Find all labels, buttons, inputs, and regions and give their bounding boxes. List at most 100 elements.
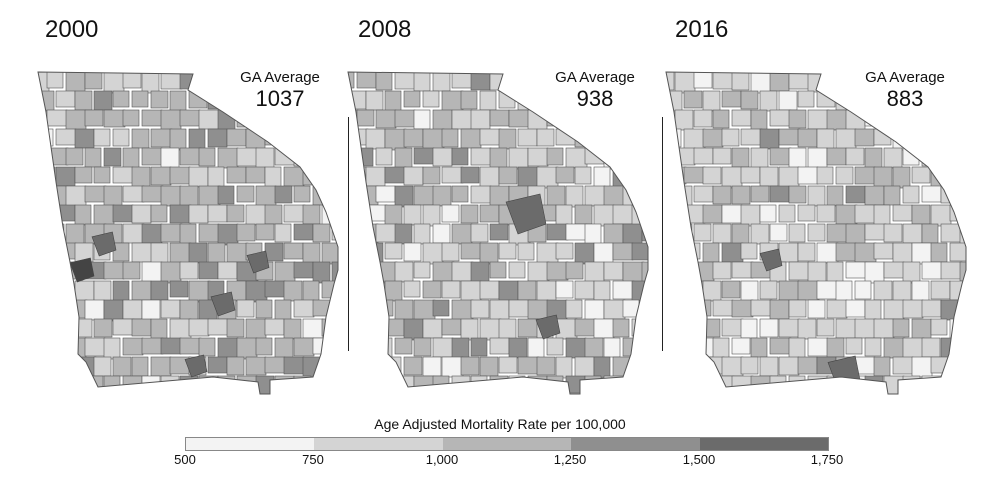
county-cell <box>921 109 941 127</box>
county-cell <box>293 375 312 394</box>
county-cell <box>38 375 45 394</box>
county-cell <box>341 357 360 378</box>
county-cell <box>593 280 611 301</box>
county-cell <box>574 128 597 148</box>
county-cell <box>546 185 566 207</box>
county-cell <box>731 223 750 245</box>
county-cell <box>188 166 209 188</box>
county-cell <box>46 147 69 166</box>
county-cell <box>565 261 584 280</box>
county-cell <box>555 356 573 379</box>
county-cell <box>84 299 105 321</box>
county-cell <box>731 109 752 127</box>
county-cell <box>788 109 807 129</box>
county-cell <box>631 242 648 261</box>
county-cell <box>403 318 424 341</box>
county-cell <box>341 281 361 298</box>
county-cell <box>103 72 125 94</box>
county-cell <box>321 242 338 265</box>
county-cell <box>835 280 853 302</box>
county-cell <box>712 72 734 90</box>
county-cell <box>131 280 152 301</box>
county-cell <box>788 337 806 359</box>
county-cell <box>641 185 648 208</box>
county-cell <box>527 109 548 132</box>
county-cell <box>341 167 361 188</box>
county-cell <box>479 166 500 188</box>
county-cell <box>470 223 489 243</box>
county-cell <box>131 90 149 108</box>
county-cell <box>198 261 219 280</box>
county-cell <box>593 242 614 264</box>
county-cell <box>883 223 903 243</box>
county-cell <box>873 280 893 301</box>
county-cell <box>593 356 611 379</box>
county-cell <box>188 318 210 337</box>
year-title-2016: 2016 <box>675 16 729 43</box>
county-cell <box>693 375 714 394</box>
county-cell <box>460 90 478 110</box>
county-cell <box>112 318 135 336</box>
county-cell <box>750 299 773 317</box>
county-cell <box>527 261 550 282</box>
county-cell <box>873 204 891 227</box>
county-cell <box>141 299 161 322</box>
county-cell <box>574 166 592 185</box>
county-cell <box>284 395 305 413</box>
county-cell <box>217 109 236 132</box>
county-cell <box>816 242 839 264</box>
county-cell <box>264 356 286 374</box>
county-cell <box>103 337 121 360</box>
county-cell <box>93 204 115 227</box>
county-cell <box>555 128 577 146</box>
county-cell <box>93 318 113 338</box>
county-cell <box>46 337 64 355</box>
county-cell <box>574 242 595 265</box>
county-cell <box>498 356 518 374</box>
county-cell <box>441 204 460 223</box>
county-cell <box>641 109 648 128</box>
county-cell <box>451 147 469 166</box>
county-cell <box>356 72 377 89</box>
county-cell <box>375 261 398 284</box>
county-cell <box>188 242 208 264</box>
county-cell <box>593 166 611 188</box>
county-cell <box>683 318 701 336</box>
county-cell <box>666 375 678 394</box>
county-cell <box>160 337 182 355</box>
county-cell <box>864 261 885 284</box>
county-cell <box>731 147 750 168</box>
county-cell <box>674 185 693 207</box>
county-cell <box>612 166 635 189</box>
county-cell <box>651 129 668 146</box>
county-cell <box>207 128 228 148</box>
county-cell <box>321 280 338 299</box>
county-cell <box>797 204 816 222</box>
county-cell <box>274 337 294 359</box>
county-cell <box>693 109 713 128</box>
county-cell <box>778 90 798 111</box>
county-cell <box>902 109 924 129</box>
county-cell <box>451 185 469 203</box>
county-cell <box>683 204 706 224</box>
county-cell <box>911 280 930 302</box>
county-cell <box>348 356 368 379</box>
county-cell <box>949 242 966 262</box>
county-cell <box>959 261 966 282</box>
county-cell <box>826 337 845 358</box>
county-cell <box>693 72 713 89</box>
county-cell <box>122 72 142 89</box>
county-cell <box>527 147 549 167</box>
county-cell <box>131 242 154 263</box>
county-high-rate <box>184 354 208 378</box>
county-cell <box>198 375 219 394</box>
county-cell <box>65 337 87 359</box>
county-cell <box>845 147 865 166</box>
county-cell <box>65 147 84 166</box>
county-cell <box>593 204 615 227</box>
county-cell <box>432 109 453 131</box>
county-cell <box>565 147 588 169</box>
county-cell <box>198 185 221 207</box>
county-cell <box>38 337 45 359</box>
county-cell <box>160 375 180 393</box>
